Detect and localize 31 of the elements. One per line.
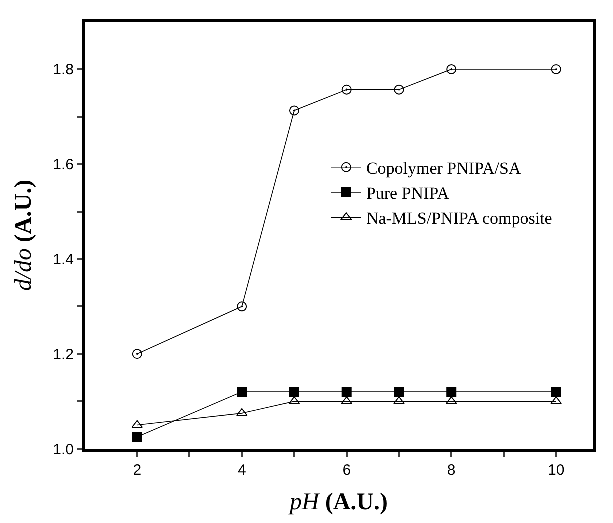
point (237, 387, 248, 398)
point (394, 84, 404, 95)
x-axis-title: pH (A.U.) (288, 489, 388, 516)
y-tick-label: 1.6 (53, 156, 74, 174)
legend-label: Pure PNIPA (366, 184, 450, 204)
y-tick-label: 1.2 (53, 346, 74, 364)
point (342, 387, 352, 398)
point (551, 387, 562, 398)
y-tick-label: 1.8 (53, 62, 74, 79)
point (289, 106, 300, 116)
x-tick-label: 10 (548, 462, 565, 479)
point (446, 387, 457, 398)
legend-label: Na-MLS/PNIPA composite (366, 209, 552, 228)
point (132, 349, 142, 360)
y-axis-title: d/do (A.U.) (11, 180, 38, 292)
point (342, 84, 352, 95)
legend-label: Copolymer PNIPA/SA (366, 158, 522, 178)
point (132, 420, 144, 428)
x-tick-label: 4 (238, 462, 246, 479)
point (289, 387, 300, 398)
x-tick-label: 2 (133, 462, 142, 479)
x-tick-label: 6 (342, 462, 352, 479)
y-tick-label: 1.4 (53, 251, 74, 268)
y-tick-label: 1.0 (53, 441, 74, 458)
point (446, 64, 457, 74)
point (237, 302, 248, 312)
x-tick-label: 8 (447, 462, 456, 479)
point (394, 387, 404, 398)
point (236, 408, 248, 416)
point (132, 432, 142, 442)
point (551, 64, 562, 74)
